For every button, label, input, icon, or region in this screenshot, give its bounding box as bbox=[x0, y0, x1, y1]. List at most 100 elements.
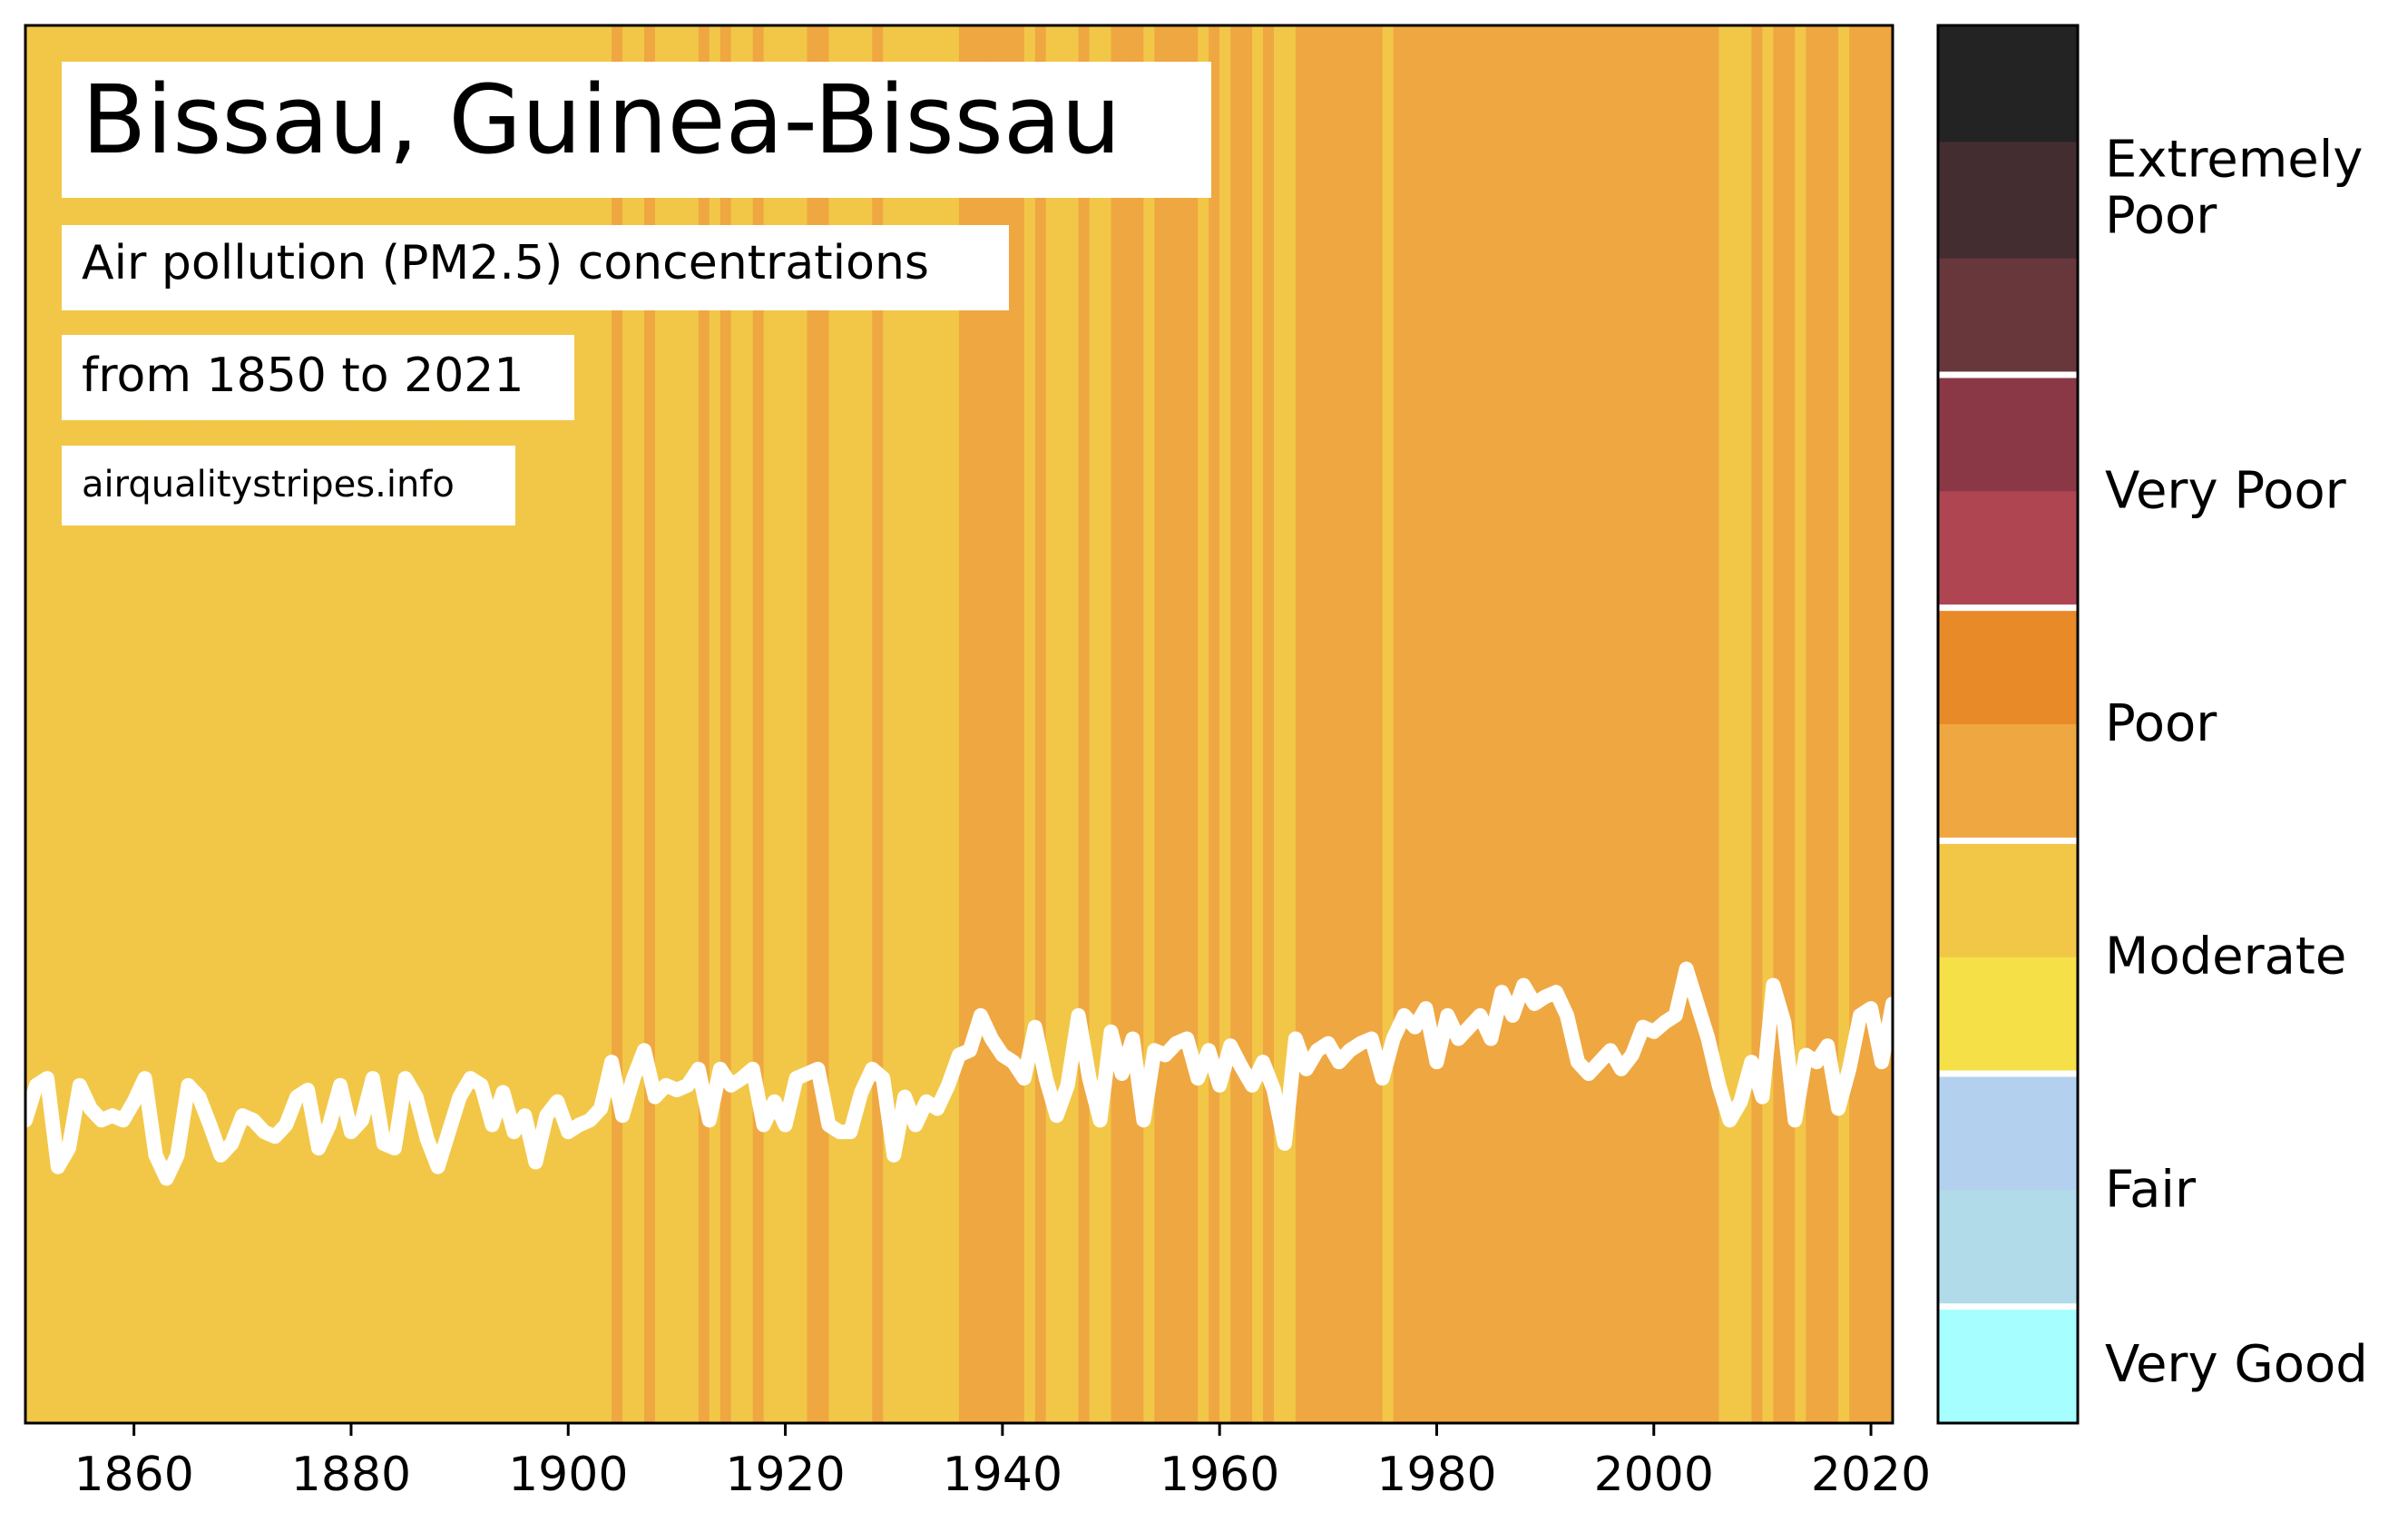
stripe-1963 bbox=[1252, 25, 1264, 1423]
stripe-1988 bbox=[1523, 25, 1535, 1423]
legend-swatch-2 bbox=[1938, 258, 2078, 376]
stripe-1941 bbox=[1013, 25, 1025, 1423]
stripe-1980 bbox=[1436, 25, 1449, 1423]
stripe-1965 bbox=[1273, 25, 1286, 1423]
legend-swatch-7 bbox=[1938, 840, 2078, 958]
stripe-2018 bbox=[1849, 25, 1861, 1423]
stripe-1918 bbox=[763, 25, 776, 1423]
stripe-1983 bbox=[1469, 25, 1481, 1423]
stripe-1925 bbox=[839, 25, 851, 1423]
stripe-1919 bbox=[774, 25, 787, 1423]
stripe-2019 bbox=[1860, 25, 1872, 1423]
stripe-1948 bbox=[1089, 25, 1101, 1423]
stripe-2013 bbox=[1795, 25, 1806, 1423]
chart-subtitle: Air pollution (PM2.5) concentrations bbox=[82, 236, 929, 290]
stripe-1908 bbox=[654, 25, 667, 1423]
stripe-2007 bbox=[1729, 25, 1742, 1423]
stripe-1977 bbox=[1404, 25, 1416, 1423]
stripe-2016 bbox=[1827, 25, 1839, 1423]
stripe-2003 bbox=[1686, 25, 1698, 1423]
legend-label-1: Very Poor bbox=[2105, 461, 2347, 520]
stripe-1981 bbox=[1447, 25, 1459, 1423]
stripe-2010 bbox=[1762, 25, 1774, 1423]
stripe-1924 bbox=[828, 25, 840, 1423]
stripe-1909 bbox=[665, 25, 678, 1423]
stripe-1931 bbox=[905, 25, 916, 1423]
stripe-1910 bbox=[676, 25, 689, 1423]
legend-swatch-0 bbox=[1938, 25, 2078, 142]
pm25-trend-line-layer bbox=[25, 961, 1893, 1186]
x-tick-label-1980: 1980 bbox=[1376, 1448, 1496, 1502]
title-panel: Bissau, Guinea-Bissau Air pollution (PM2… bbox=[62, 62, 1211, 525]
stripe-1995 bbox=[1599, 25, 1611, 1423]
stripe-1976 bbox=[1393, 25, 1405, 1423]
stripe-2008 bbox=[1740, 25, 1753, 1423]
stripe-1944 bbox=[1045, 25, 1058, 1423]
stripe-2020 bbox=[1871, 25, 1883, 1423]
legend-label-3: Moderate bbox=[2105, 928, 2346, 987]
stripe-2025 bbox=[1925, 25, 1937, 1423]
stripe-1852 bbox=[46, 25, 59, 1423]
legend-swatch-4 bbox=[1938, 491, 2078, 609]
stripe-1952 bbox=[1132, 25, 1145, 1423]
stripe-1974 bbox=[1371, 25, 1384, 1423]
stripe-1960 bbox=[1219, 25, 1231, 1423]
x-tick-label-1920: 1920 bbox=[725, 1448, 845, 1502]
stripe-1987 bbox=[1512, 25, 1524, 1423]
stripe-1958 bbox=[1198, 25, 1209, 1423]
stripe-1939 bbox=[991, 25, 1003, 1423]
stripe-1940 bbox=[1002, 25, 1014, 1423]
x-axis: 1860 1880 1900 1920 1940 1960 1980 2000 2020 bbox=[73, 1423, 1931, 1502]
stripe-1947 bbox=[1078, 25, 1091, 1423]
stripe-1959 bbox=[1209, 25, 1220, 1423]
stripe-2004 bbox=[1697, 25, 1709, 1423]
stripe-1933 bbox=[926, 25, 938, 1423]
stripe-1992 bbox=[1567, 25, 1579, 1423]
pm25-trend-line bbox=[25, 961, 1893, 1186]
stripe-1968 bbox=[1306, 25, 1318, 1423]
stripe-1902 bbox=[590, 25, 602, 1423]
stripe-1942 bbox=[1023, 25, 1036, 1423]
stripe-1949 bbox=[1100, 25, 1112, 1423]
legend-swatch-6 bbox=[1938, 724, 2078, 841]
stripe-1945 bbox=[1056, 25, 1069, 1423]
stripe-1937 bbox=[969, 25, 982, 1423]
stripe-2017 bbox=[1838, 25, 1850, 1423]
stripe-1997 bbox=[1620, 25, 1633, 1423]
stripe-1972 bbox=[1349, 25, 1362, 1423]
stripe-1932 bbox=[915, 25, 927, 1423]
x-tick-label-1940: 1940 bbox=[943, 1448, 1062, 1502]
stripe-1957 bbox=[1187, 25, 1199, 1423]
stripe-1970 bbox=[1327, 25, 1340, 1423]
title-box bbox=[62, 62, 1211, 198]
stripe-2001 bbox=[1664, 25, 1677, 1423]
legend-label-5: Very Good bbox=[2105, 1335, 2368, 1394]
stripe-1966 bbox=[1284, 25, 1297, 1423]
legend-label-2: Poor bbox=[2105, 694, 2217, 753]
legend-swatch-9 bbox=[1938, 1074, 2078, 1191]
legend-label-0: Extremely Poor bbox=[2105, 131, 2363, 246]
stripe-1943 bbox=[1034, 25, 1047, 1423]
stripe-2014 bbox=[1806, 25, 1817, 1423]
stripe-1926 bbox=[850, 25, 862, 1423]
stripe-2002 bbox=[1675, 25, 1688, 1423]
stripe-2021 bbox=[1882, 25, 1893, 1423]
x-tick-label-1900: 1900 bbox=[508, 1448, 628, 1502]
stripe-1982 bbox=[1458, 25, 1470, 1423]
x-tick-label-1860: 1860 bbox=[73, 1448, 193, 1502]
stripe-1961 bbox=[1230, 25, 1242, 1423]
stripe-2011 bbox=[1773, 25, 1785, 1423]
stripe-1984 bbox=[1480, 25, 1492, 1423]
stripe-1951 bbox=[1121, 25, 1134, 1423]
subtitle-box bbox=[62, 225, 1009, 310]
source-link[interactable]: airqualitystripes.info bbox=[82, 464, 455, 506]
stripe-1851 bbox=[35, 25, 48, 1423]
stripe-2009 bbox=[1751, 25, 1764, 1423]
stripe-1964 bbox=[1263, 25, 1275, 1423]
stripe-1956 bbox=[1176, 25, 1188, 1423]
stripe-1930 bbox=[894, 25, 905, 1423]
stripe-1850 bbox=[25, 25, 37, 1423]
stripe-1955 bbox=[1165, 25, 1177, 1423]
stripe-1975 bbox=[1382, 25, 1395, 1423]
legend-swatch-8 bbox=[1938, 957, 2078, 1075]
